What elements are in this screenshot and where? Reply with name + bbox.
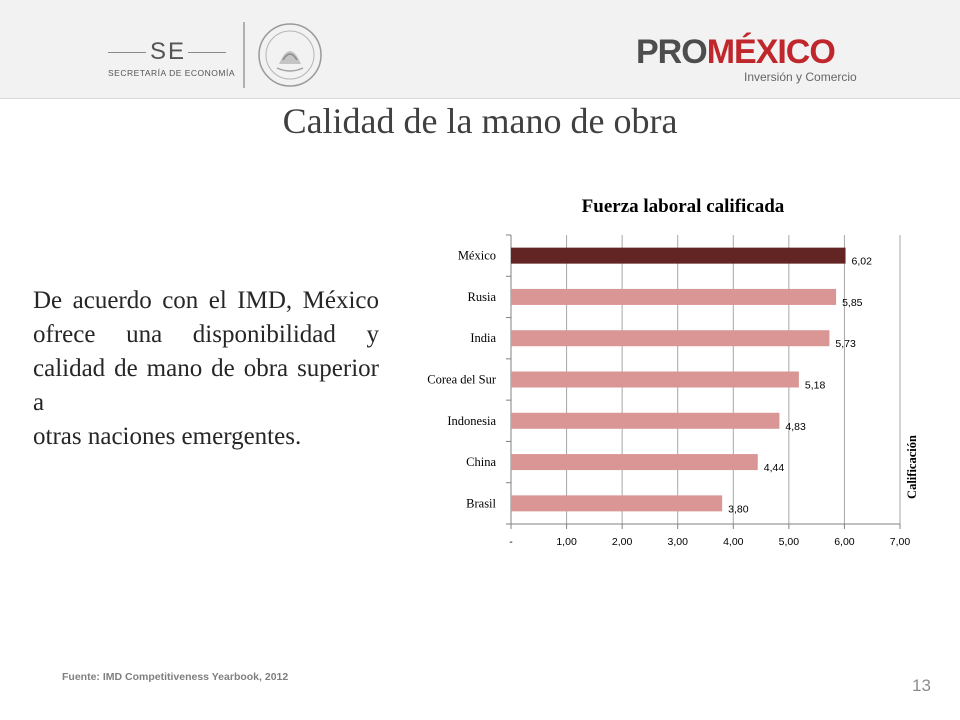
promexico-logo-mexico: MÉXICO: [706, 33, 836, 71]
header-band: SE SECRETARÍA DE ECONOMÍA PROMÉXICO Inve…: [0, 0, 960, 99]
y-axis-title: Calificación: [905, 435, 919, 499]
data-label: 5,18: [805, 380, 826, 392]
promexico-tagline: Inversión y Comercio: [744, 70, 857, 84]
x-tick-label: 7,00: [890, 536, 911, 548]
bar-chart: Fuerza laboral calificada - 1,00 2,00 3,00 4,…: [427, 196, 919, 548]
slide-title: Calidad de la mano de obra: [282, 101, 678, 141]
page-number: 13: [912, 676, 931, 695]
se-logo-mark: SE: [150, 38, 187, 65]
source-note: Fuente: IMD Competitiveness Yearbook, 20…: [62, 671, 289, 683]
x-tick-label: 1,00: [556, 536, 577, 548]
x-tick-label: 2,00: [612, 536, 633, 548]
category-label: China: [466, 455, 496, 469]
se-logo-subtitle: SECRETARÍA DE ECONOMÍA: [108, 68, 236, 78]
bar-5: [511, 412, 780, 429]
bar-3: [511, 330, 830, 347]
promexico-logo-pro: PRO: [636, 33, 708, 71]
data-label: 6,02: [852, 256, 873, 268]
data-label: 4,83: [785, 421, 806, 433]
promexico-logo: PROMÉXICO Inversión y Comercio: [636, 33, 857, 84]
chart-title: Fuerza laboral calificada: [582, 196, 785, 217]
body-paragraph-main: De acuerdo con el IMD, México ofrece una…: [33, 287, 379, 416]
logo-divider: [243, 22, 245, 88]
x-tick-label: 4,00: [723, 536, 744, 548]
se-logo: SE SECRETARÍA DE ECONOMÍA: [108, 38, 235, 82]
body-paragraph-last-line: otras naciones emergentes.: [33, 423, 302, 450]
x-tick-label: 3,00: [667, 536, 688, 548]
category-label: Corea del Sur: [427, 373, 497, 387]
category-label: Rusia: [468, 290, 497, 304]
category-label: Brasil: [466, 496, 496, 510]
x-tick-label: -: [509, 536, 513, 548]
data-label: 5,85: [842, 297, 863, 309]
data-label: 3,80: [728, 503, 749, 515]
x-tick-label: 6,00: [834, 536, 855, 548]
bar-7: [511, 495, 723, 512]
bar-6: [511, 454, 758, 471]
category-label: Indonesia: [447, 414, 496, 428]
se-logo-line-right: [188, 52, 226, 53]
data-label: 5,73: [835, 338, 856, 350]
body-paragraph: De acuerdo con el IMD, México ofrece una…: [33, 284, 379, 454]
category-label: India: [470, 331, 496, 345]
data-label: 4,44: [764, 462, 785, 474]
bar-2: [511, 288, 837, 305]
bar-1: [511, 247, 846, 264]
se-logo-line-left: [108, 52, 146, 53]
bar-4: [511, 371, 799, 388]
category-label: México: [458, 249, 496, 263]
x-tick-label: 5,00: [779, 536, 800, 548]
mexico-seal-icon: [258, 23, 322, 87]
